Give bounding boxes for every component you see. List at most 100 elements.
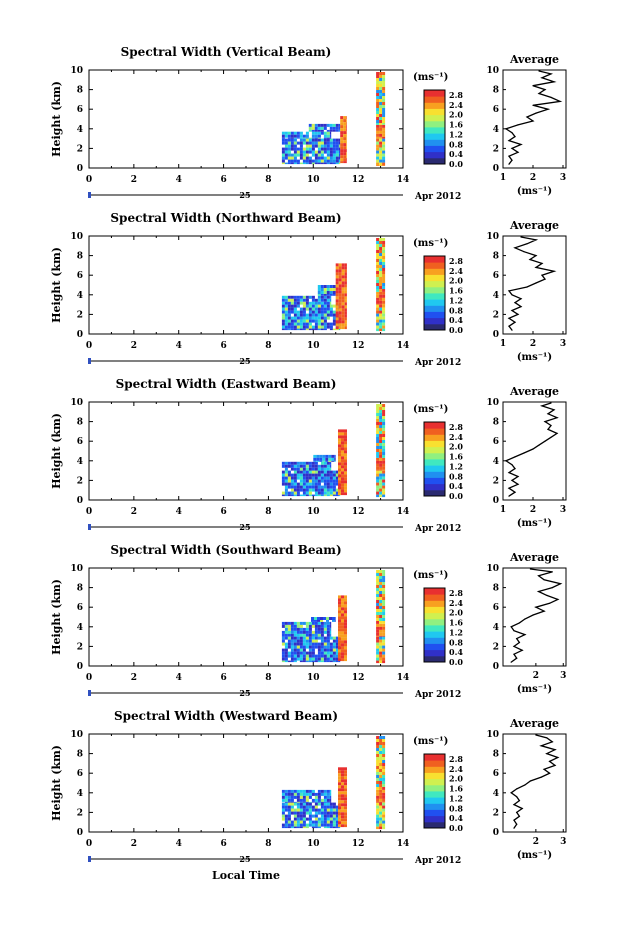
- heatmap-cell: [338, 444, 341, 448]
- heatmap-cell: [344, 604, 347, 608]
- heatmap-cell: [338, 631, 341, 635]
- heatmap-cell: [290, 325, 294, 329]
- average-x-label: (ms⁻¹): [517, 684, 552, 695]
- average-profile-point: [556, 432, 558, 434]
- heatmap-cell: [382, 297, 386, 301]
- heatmap-cell: [281, 642, 285, 646]
- heatmap-cell: [287, 494, 291, 497]
- colorbar-segment: [424, 422, 445, 429]
- heatmap-cell: [382, 573, 386, 576]
- heatmap-cell: [376, 244, 380, 247]
- heatmap-cell: [382, 286, 386, 289]
- heatmap-cell: [376, 328, 380, 332]
- heatmap-cell: [344, 302, 347, 306]
- heatmap-cell: [299, 621, 303, 625]
- colorbar-segment: [424, 803, 445, 810]
- heatmap-cell: [338, 308, 342, 312]
- heatmap-cell: [344, 308, 347, 312]
- heatmap-cell: [379, 283, 383, 286]
- heatmap-cell: [340, 152, 344, 156]
- heatmap-cell: [290, 479, 294, 483]
- heatmap-cell: [305, 319, 309, 323]
- heatmap-cell: [323, 654, 327, 658]
- heatmap-cell: [338, 129, 341, 132]
- heatmap-cell: [338, 123, 341, 127]
- heatmap-cell: [379, 751, 383, 754]
- heatmap-cell: [341, 432, 344, 436]
- heatmap-cell: [376, 769, 380, 772]
- heatmap-cell: [326, 488, 330, 492]
- average-x-label: (ms⁻¹): [517, 186, 552, 197]
- heatmap-cell: [376, 75, 380, 78]
- heatmap-cell: [299, 814, 303, 818]
- heatmap-cell: [341, 815, 344, 819]
- heatmap-cell: [293, 642, 297, 646]
- heatmap-cell: [338, 634, 341, 638]
- heatmap-cell: [346, 128, 347, 132]
- heatmap-cell: [379, 642, 383, 646]
- heatmap-cell: [329, 470, 333, 474]
- heatmap-cell: [338, 610, 341, 614]
- heatmap-cell: [376, 591, 380, 594]
- heatmap-cell: [332, 316, 336, 320]
- average-profile-point: [511, 309, 513, 312]
- heatmap-cell: [338, 456, 341, 460]
- average-profile-point: [556, 417, 558, 419]
- heatmap-cell: [281, 789, 285, 793]
- colorbar-unit: (ms⁻¹): [413, 72, 448, 83]
- heatmap-cell: [311, 633, 315, 637]
- heatmap-cell: [308, 642, 312, 646]
- heatmap-cell: [329, 461, 332, 465]
- heatmap-cell: [325, 457, 329, 461]
- colorbar-segment: [424, 618, 445, 626]
- heatmap-cell: [376, 162, 380, 166]
- heatmap-cell: [341, 595, 344, 599]
- heatmap-cell: [382, 268, 386, 271]
- heatmap-cell: [305, 473, 309, 477]
- heatmap-cell: [382, 801, 386, 803]
- heatmap-cell: [382, 579, 386, 582]
- heatmap-cell: [302, 307, 306, 311]
- heatmap-cell: [344, 284, 347, 288]
- heatmap-cell: [382, 769, 386, 772]
- heatmap-cell: [382, 621, 386, 624]
- heatmap-cell: [379, 81, 383, 84]
- average-profile-point: [535, 239, 537, 241]
- heatmap-cell: [290, 328, 294, 331]
- heatmap-cell: [308, 137, 312, 139]
- heatmap-cell: [326, 814, 330, 818]
- heatmap-cell: [317, 141, 321, 145]
- heatmap-cell: [344, 281, 347, 285]
- heatmap-cell: [302, 639, 306, 643]
- heatmap-cell: [379, 802, 383, 806]
- heatmap-cell: [308, 805, 312, 809]
- heatmap-cell: [308, 464, 312, 468]
- heatmap-cell: [311, 134, 315, 138]
- average-y-tick-label: 8: [493, 584, 499, 594]
- heatmap-cell: [341, 613, 344, 617]
- heatmap-cell: [379, 87, 383, 90]
- heatmap-cell: [281, 476, 285, 480]
- heatmap-cell: [379, 120, 383, 123]
- heatmap-cell: [326, 316, 330, 320]
- date-marker: [88, 524, 91, 530]
- heatmap-cell: [317, 651, 321, 655]
- colorbar-segment: [424, 305, 445, 312]
- heatmap-cell: [314, 645, 318, 649]
- heatmap-cell: [329, 795, 332, 799]
- heatmap-cell: [376, 635, 380, 637]
- heatmap-cell: [379, 600, 383, 603]
- heatmap-cell: [293, 479, 297, 483]
- heatmap-cell: [341, 803, 344, 807]
- heatmap-cell: [344, 438, 347, 442]
- heatmap-cell: [341, 447, 344, 451]
- heatmap-cell: [290, 316, 294, 320]
- heatmap-cell: [379, 660, 383, 664]
- heatmap-cell: [305, 642, 309, 646]
- colorbar-segment: [424, 588, 445, 595]
- heatmap-cell: [332, 123, 336, 127]
- average-y-tick-label: 6: [493, 769, 499, 779]
- heatmap-cell: [320, 624, 324, 628]
- heatmap-cell: [376, 256, 380, 259]
- heatmap-cell: [341, 450, 344, 454]
